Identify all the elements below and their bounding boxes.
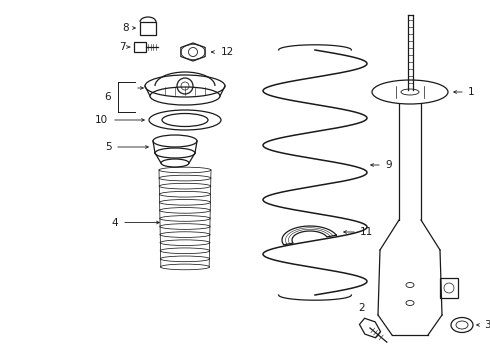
Bar: [440, 278, 458, 298]
Bar: [140, 22, 156, 35]
Text: 9: 9: [385, 160, 392, 170]
Text: 7: 7: [119, 42, 125, 52]
Text: 12: 12: [221, 47, 234, 57]
Text: 11: 11: [360, 227, 373, 237]
Text: 4: 4: [111, 217, 118, 228]
Bar: [134, 42, 146, 52]
Text: 8: 8: [122, 23, 129, 33]
Text: 2: 2: [359, 303, 366, 313]
Text: 6: 6: [105, 92, 111, 102]
Text: 3: 3: [484, 320, 490, 330]
Text: 10: 10: [95, 115, 108, 125]
Text: 5: 5: [105, 142, 111, 152]
Text: 1: 1: [468, 87, 475, 97]
